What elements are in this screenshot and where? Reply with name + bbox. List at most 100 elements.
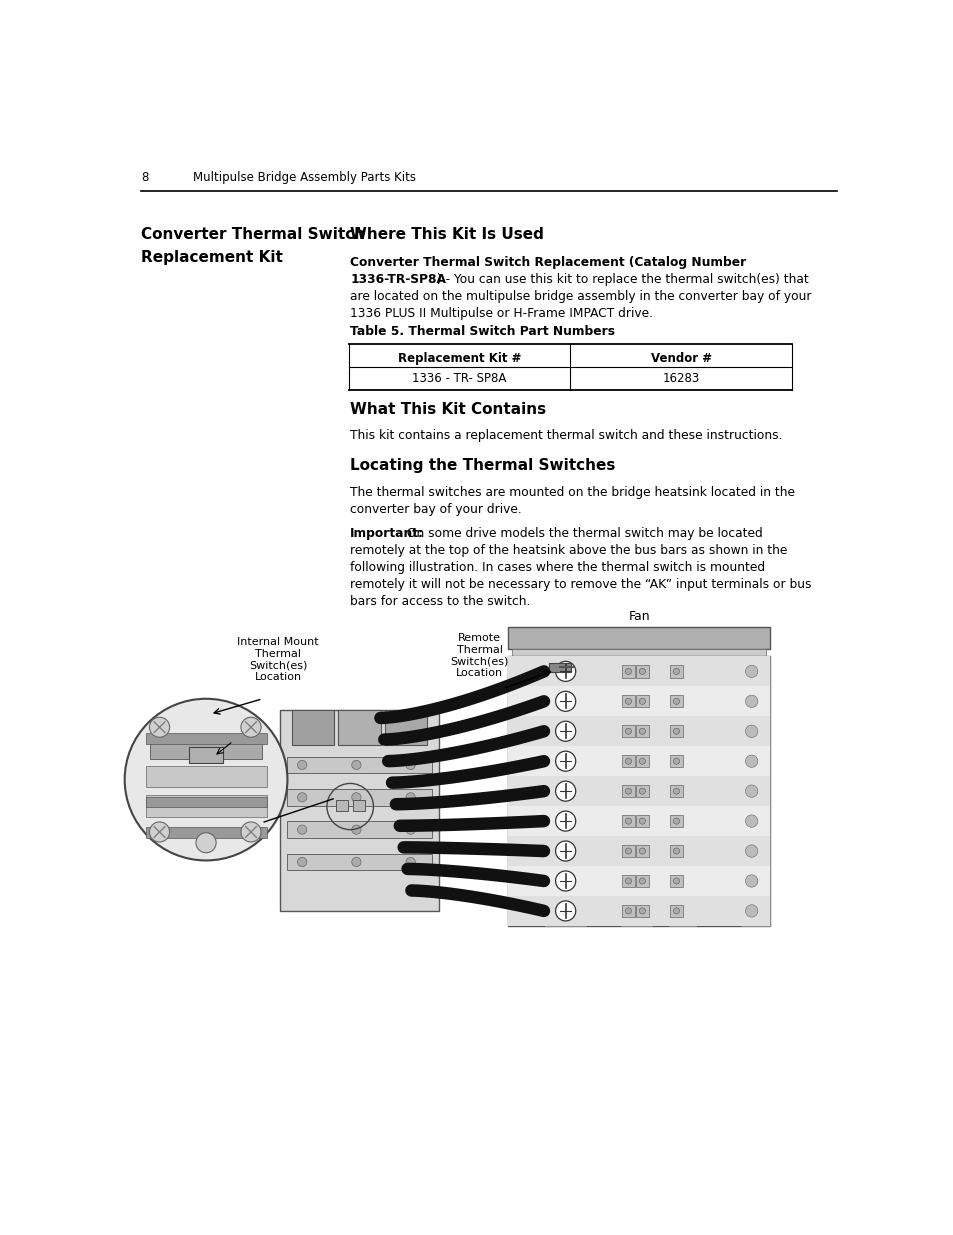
Bar bbox=[621, 785, 634, 798]
Text: Converter Thermal Switch: Converter Thermal Switch bbox=[141, 227, 365, 242]
Circle shape bbox=[297, 825, 307, 835]
Circle shape bbox=[195, 832, 216, 852]
Text: ) - You can use this kit to replace the thermal switch(es) that: ) - You can use this kit to replace the … bbox=[436, 273, 808, 287]
Text: Internal Mount
Thermal
Switch(es)
Location: Internal Mount Thermal Switch(es) Locati… bbox=[237, 637, 318, 682]
Bar bbox=[150, 737, 261, 758]
Bar bbox=[636, 755, 648, 767]
Text: converter bay of your drive.: converter bay of your drive. bbox=[350, 503, 521, 516]
Bar bbox=[636, 905, 648, 918]
Bar bbox=[670, 695, 682, 708]
Bar bbox=[508, 746, 769, 776]
Circle shape bbox=[624, 818, 631, 824]
Bar bbox=[670, 785, 682, 798]
Circle shape bbox=[555, 841, 575, 861]
Text: Replacement Kit: Replacement Kit bbox=[141, 251, 282, 266]
Circle shape bbox=[555, 900, 575, 921]
Bar bbox=[335, 800, 348, 811]
Circle shape bbox=[673, 848, 679, 855]
Bar bbox=[620, 656, 651, 926]
Text: 1336 PLUS II Multipulse or H-Frame IMPACT drive.: 1336 PLUS II Multipulse or H-Frame IMPAC… bbox=[350, 306, 653, 320]
Circle shape bbox=[555, 871, 575, 890]
Circle shape bbox=[624, 908, 631, 914]
Text: Where This Kit Is Used: Where This Kit Is Used bbox=[350, 227, 543, 242]
Circle shape bbox=[555, 782, 575, 802]
Bar bbox=[549, 662, 571, 672]
Bar bbox=[292, 710, 334, 745]
Bar bbox=[508, 687, 769, 716]
Circle shape bbox=[744, 845, 757, 857]
Bar bbox=[353, 800, 365, 811]
Bar bbox=[621, 905, 634, 918]
Bar bbox=[286, 757, 432, 773]
Circle shape bbox=[639, 818, 645, 824]
Circle shape bbox=[673, 758, 679, 764]
Bar bbox=[740, 656, 769, 926]
Bar bbox=[670, 815, 682, 827]
Bar bbox=[670, 874, 682, 887]
Bar bbox=[337, 710, 380, 745]
Circle shape bbox=[639, 878, 645, 884]
Text: Remote
Thermal
Switch(es)
Location: Remote Thermal Switch(es) Location bbox=[450, 634, 508, 678]
Bar bbox=[146, 797, 266, 808]
Text: Locating the Thermal Switches: Locating the Thermal Switches bbox=[350, 458, 615, 473]
Bar bbox=[146, 766, 266, 787]
Bar bbox=[189, 747, 223, 763]
Circle shape bbox=[639, 729, 645, 735]
Bar bbox=[508, 656, 769, 687]
Circle shape bbox=[744, 725, 757, 737]
Bar bbox=[668, 656, 695, 926]
Bar bbox=[508, 806, 769, 836]
Circle shape bbox=[352, 793, 360, 802]
Text: Important:: Important: bbox=[350, 527, 424, 540]
Bar bbox=[636, 785, 648, 798]
Bar bbox=[508, 866, 769, 895]
Text: 1336 - TR- SP8A: 1336 - TR- SP8A bbox=[412, 372, 506, 385]
Circle shape bbox=[673, 818, 679, 824]
Text: This kit contains a replacement thermal switch and these instructions.: This kit contains a replacement thermal … bbox=[350, 430, 781, 442]
Circle shape bbox=[555, 721, 575, 741]
Circle shape bbox=[406, 825, 415, 835]
Text: bars for access to the switch.: bars for access to the switch. bbox=[350, 595, 530, 608]
Circle shape bbox=[673, 788, 679, 794]
Circle shape bbox=[555, 662, 575, 682]
Bar bbox=[636, 874, 648, 887]
Bar bbox=[146, 734, 266, 745]
Bar bbox=[545, 656, 585, 926]
Circle shape bbox=[624, 698, 631, 704]
Circle shape bbox=[744, 695, 757, 708]
Bar bbox=[621, 755, 634, 767]
Circle shape bbox=[352, 761, 360, 769]
Bar bbox=[508, 836, 769, 866]
Circle shape bbox=[639, 848, 645, 855]
Circle shape bbox=[744, 666, 757, 678]
Circle shape bbox=[555, 751, 575, 771]
Circle shape bbox=[744, 874, 757, 887]
Text: Multipulse Bridge Assembly Parts Kits: Multipulse Bridge Assembly Parts Kits bbox=[193, 170, 416, 184]
Bar bbox=[621, 845, 634, 857]
Bar bbox=[636, 725, 648, 737]
Circle shape bbox=[352, 825, 360, 835]
Text: What This Kit Contains: What This Kit Contains bbox=[350, 401, 546, 417]
Text: 1336-TR-SP8A: 1336-TR-SP8A bbox=[350, 273, 446, 287]
Bar bbox=[280, 710, 438, 910]
Circle shape bbox=[555, 811, 575, 831]
Bar bbox=[508, 627, 769, 648]
Bar bbox=[636, 666, 648, 678]
Circle shape bbox=[673, 878, 679, 884]
Bar bbox=[384, 710, 427, 745]
Circle shape bbox=[297, 761, 307, 769]
Text: remotely at the top of the heatsink above the bus bars as shown in the: remotely at the top of the heatsink abov… bbox=[350, 543, 787, 557]
Bar bbox=[670, 725, 682, 737]
Circle shape bbox=[639, 788, 645, 794]
Circle shape bbox=[297, 793, 307, 802]
Bar bbox=[508, 895, 769, 926]
Circle shape bbox=[352, 857, 360, 867]
Text: 8: 8 bbox=[141, 170, 148, 184]
Bar bbox=[670, 666, 682, 678]
Bar bbox=[636, 695, 648, 708]
Circle shape bbox=[744, 785, 757, 798]
Bar bbox=[508, 776, 769, 806]
Text: 16283: 16283 bbox=[661, 372, 699, 385]
Circle shape bbox=[406, 793, 415, 802]
Bar bbox=[636, 845, 648, 857]
